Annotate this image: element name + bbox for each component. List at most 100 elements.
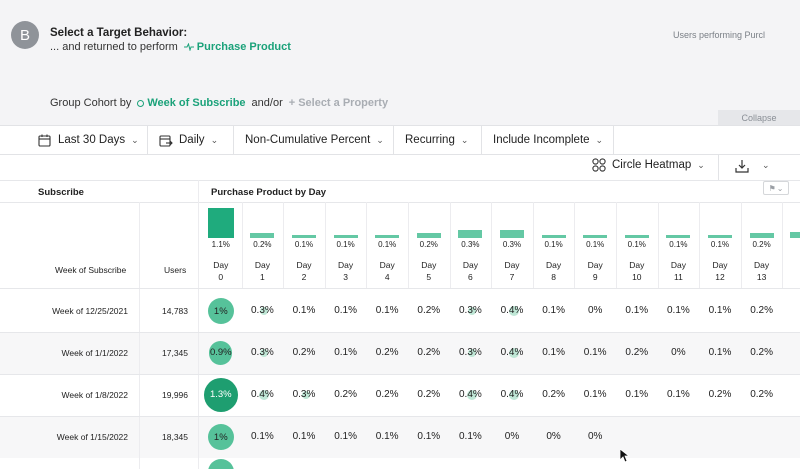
heatmap-cell[interactable]: 0.1%: [334, 347, 357, 358]
heatmap-cell[interactable]: 0.4%: [250, 389, 274, 400]
row-users-count: 17,345: [162, 348, 188, 358]
day-13-bar[interactable]: [749, 232, 774, 238]
heatmap-cell[interactable]: 1%: [207, 424, 234, 450]
heatmap-cell[interactable]: 0.1%: [666, 389, 690, 400]
heatmap-cell[interactable]: 1.3%: [203, 378, 238, 412]
heatmap-cell[interactable]: 0.2%: [750, 305, 773, 316]
day-6-bar[interactable]: [458, 229, 483, 238]
day-1-bar[interactable]: [250, 232, 275, 238]
heatmap-cell[interactable]: 0.1%: [417, 431, 441, 442]
day-0-bar-label: 1.1%: [211, 240, 230, 249]
heatmap-cell[interactable]: 0.1%: [334, 305, 357, 316]
heatmap-cell[interactable]: 0.1%: [625, 305, 649, 316]
cohort-group-selector[interactable]: Week of Subscribe: [137, 97, 246, 109]
heatmap-cell[interactable]: 0.1%: [375, 305, 399, 316]
day-4-bar[interactable]: [375, 235, 400, 238]
heatmap-cell[interactable]: 0%: [546, 431, 561, 442]
collapse-button[interactable]: Collapse: [718, 110, 800, 125]
cohort-group-name: Week of Subscribe: [147, 97, 246, 109]
heatmap-cell[interactable]: 0.1%: [292, 305, 316, 316]
heatmap-cell[interactable]: 0.1%: [542, 305, 565, 316]
day-11-bar[interactable]: [666, 235, 691, 238]
row-week-label: Week of 1/15/2022: [56, 432, 128, 442]
select-property-button[interactable]: + Select a Property: [289, 97, 388, 109]
day-7-bar[interactable]: [500, 229, 524, 238]
heatmap-cell[interactable]: 0.1%: [583, 347, 607, 358]
heatmap-dot: [259, 390, 270, 400]
heatmap-cell[interactable]: 0.1%: [625, 389, 649, 400]
heatmap-cell[interactable]: 0%: [671, 347, 686, 358]
heatmap-cell[interactable]: 0.4%: [500, 347, 524, 358]
divider: [574, 202, 575, 288]
day-8-header: Day 8: [546, 260, 562, 282]
divider: [699, 202, 700, 288]
day-10-bar[interactable]: [624, 235, 649, 238]
chevron-down-icon[interactable]: ⌄: [762, 160, 770, 170]
heatmap-cell[interactable]: 0.1%: [250, 431, 274, 442]
toolbar-divider: [718, 155, 719, 180]
chevron-down-icon: ⌄: [460, 134, 469, 145]
date-range-label: Last 30 Days: [58, 134, 126, 146]
heatmap-cell[interactable]: 0.4%: [500, 389, 524, 400]
heatmap-cell[interactable]: 0%: [587, 305, 603, 316]
mode-dropdown[interactable]: Recurring ⌄: [394, 126, 482, 154]
divider: [198, 180, 199, 202]
heatmap-cell[interactable]: 0.1%: [583, 389, 607, 400]
heatmap-cell[interactable]: 0.4%: [500, 305, 524, 316]
day-2-bar-label: 0.1%: [294, 240, 314, 249]
include-dropdown[interactable]: Include Incomplete ⌄: [482, 126, 614, 154]
heatmap-cell[interactable]: 0.1%: [708, 347, 732, 358]
interval-dropdown[interactable]: Daily ⌄: [148, 126, 234, 154]
heatmap-cell[interactable]: 0.3%: [250, 305, 274, 316]
metric-dropdown[interactable]: Non-Cumulative Percent ⌄: [234, 126, 394, 154]
heatmap-cell[interactable]: 0.2%: [417, 305, 441, 316]
heatmap-cell[interactable]: 0.1%: [334, 431, 357, 442]
heatmap-cell[interactable]: 0%: [504, 431, 520, 442]
day-5-bar[interactable]: [416, 232, 441, 238]
heatmap-cell[interactable]: 0.1%: [708, 305, 732, 316]
view-dropdown[interactable]: Circle Heatmap ⌄: [592, 158, 705, 172]
chevron-down-icon: ⌄: [210, 134, 219, 145]
heatmap-cell[interactable]: 0.2%: [708, 389, 732, 400]
day-2-bar[interactable]: [292, 235, 316, 238]
heatmap-cell[interactable]: 0.2%: [417, 389, 441, 400]
divider: [450, 202, 451, 288]
heatmap-cell[interactable]: 0.1%: [292, 431, 316, 442]
heatmap-cell[interactable]: 0.2%: [750, 389, 773, 400]
day-12-bar[interactable]: [708, 235, 732, 238]
flag-icon: ⚑: [768, 183, 776, 193]
heatmap-dot: [260, 307, 269, 315]
heatmap-cell[interactable]: 0.1%: [458, 431, 482, 442]
heatmap-cell[interactable]: 1%: [207, 298, 234, 324]
heatmap-cell[interactable]: 0.2%: [375, 347, 399, 358]
day-9-bar[interactable]: [583, 235, 608, 238]
target-behavior-title: Select a Target Behavior:: [50, 27, 188, 39]
divider: [0, 332, 800, 333]
heatmap-cell[interactable]: 0.3%: [458, 347, 482, 358]
heatmap-cell[interactable]: 0.1%: [666, 305, 690, 316]
day-8-bar[interactable]: [541, 235, 566, 238]
date-range-dropdown[interactable]: Last 30 Days ⌄: [0, 126, 148, 154]
day-0-bar[interactable]: [207, 208, 234, 238]
heatmap-cell[interactable]: 0.2%: [625, 347, 649, 358]
heatmap-cell[interactable]: 0.2%: [292, 347, 316, 358]
heatmap-cell[interactable]: 0.2%: [334, 389, 357, 400]
heatmap-cell[interactable]: 0.9%: [209, 341, 233, 365]
day-3-bar[interactable]: [333, 235, 358, 238]
download-icon[interactable]: [735, 159, 749, 173]
heatmap-cell[interactable]: 0.2%: [750, 347, 773, 358]
heatmap-cell[interactable]: 0.3%: [458, 305, 482, 316]
heatmap-cell[interactable]: 0.2%: [417, 347, 441, 358]
chevron-down-icon: ⌄: [376, 134, 384, 145]
heatmap-cell[interactable]: 0.3%: [292, 389, 316, 400]
heatmap-cell[interactable]: 0.2%: [375, 389, 399, 400]
heatmap-cell[interactable]: 0.4%: [458, 389, 482, 400]
heatmap-cell[interactable]: 0%: [587, 431, 603, 442]
heatmap-cell[interactable]: 0.1%: [375, 431, 399, 442]
heatmap-cell[interactable]: 0.2%: [542, 389, 565, 400]
event-selector[interactable]: Purchase Product: [183, 41, 291, 53]
heatmap-cell[interactable]: 0.3%: [250, 347, 274, 358]
heatmap-cell[interactable]: 0.1%: [542, 347, 565, 358]
flag-dropdown[interactable]: ⚑ ⌄: [763, 181, 789, 195]
day-1-bar-label: 0.2%: [253, 240, 272, 249]
